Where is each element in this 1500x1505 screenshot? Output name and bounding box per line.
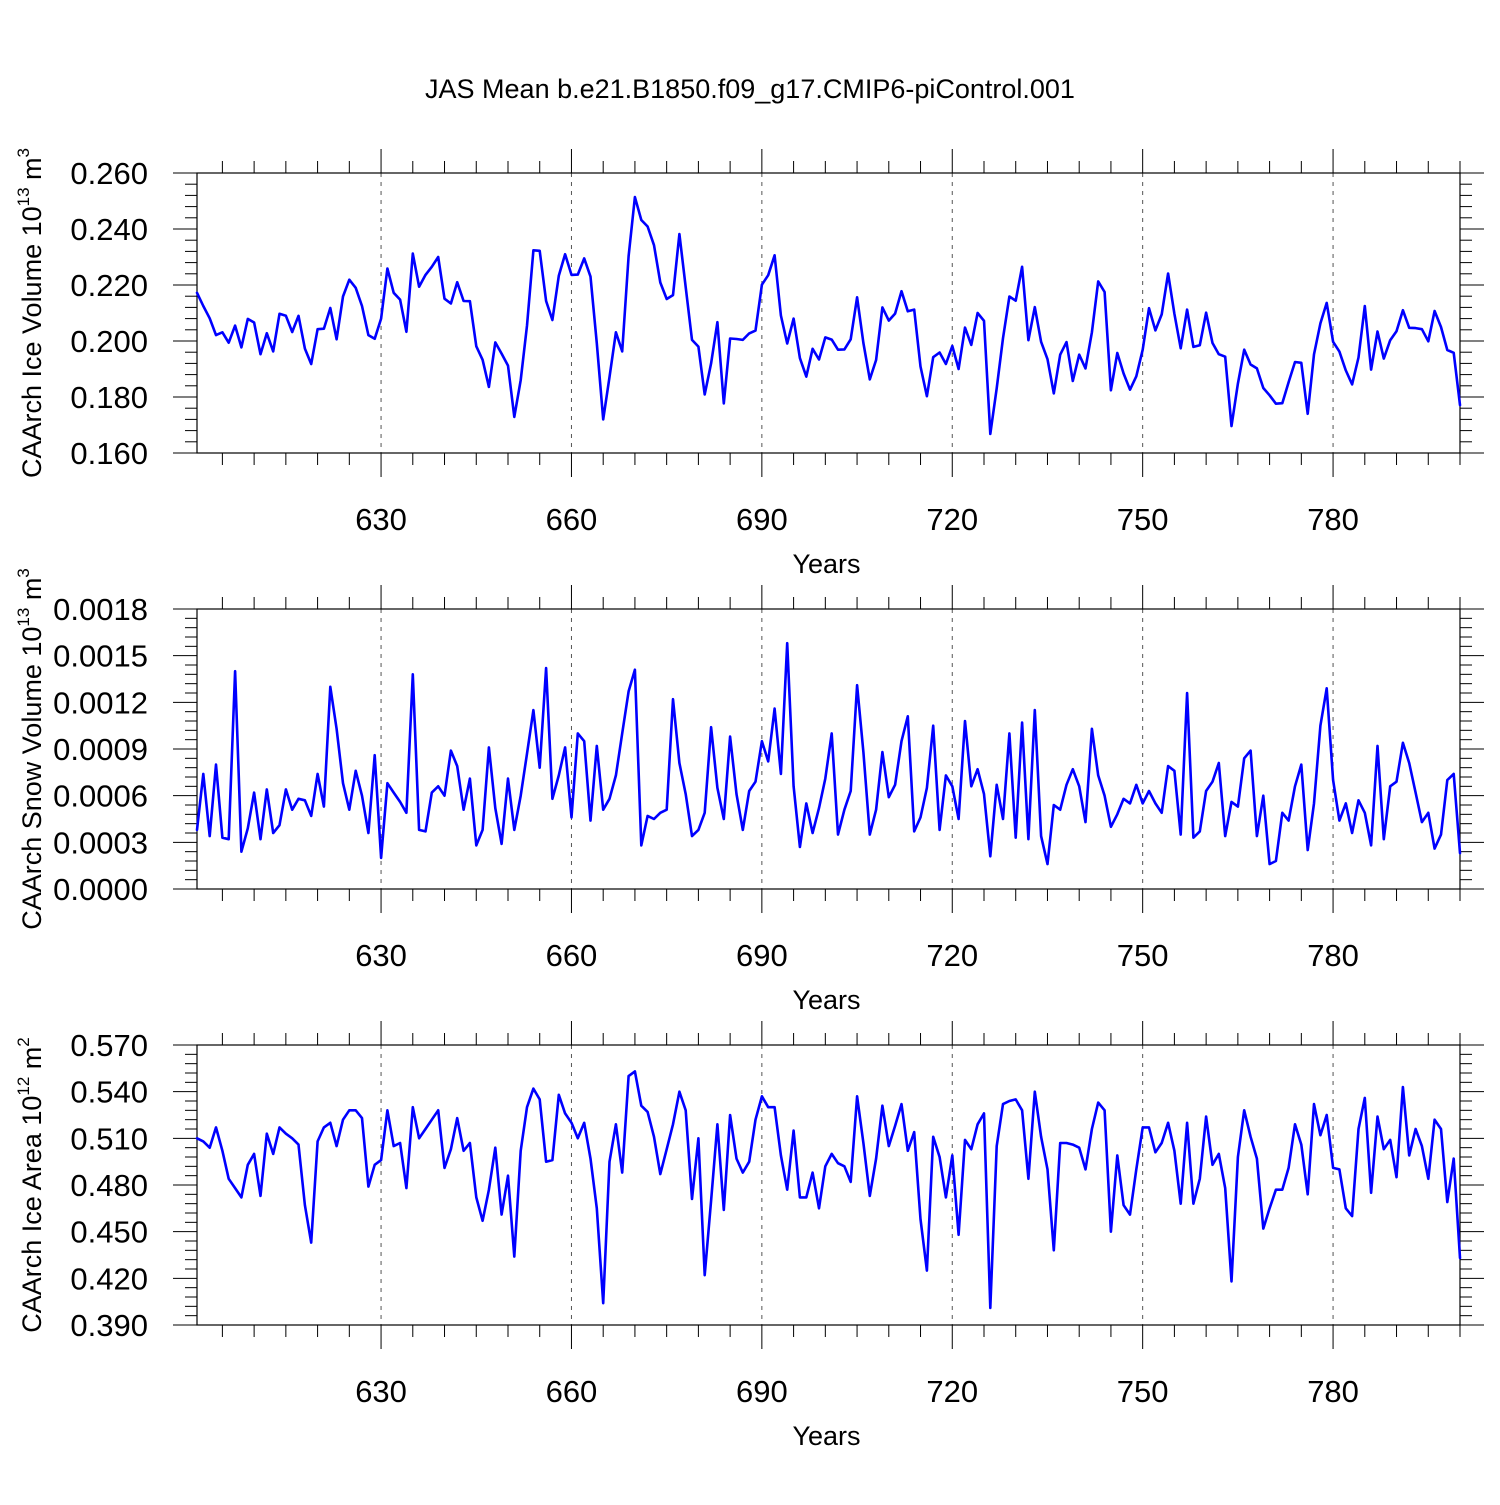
y-axis-label: CAArch Ice Area 1012 m2 — [14, 1037, 47, 1333]
y-tick-label: 0.420 — [70, 1261, 148, 1296]
y-tick-label: 0.540 — [70, 1075, 148, 1110]
x-tick-label: 750 — [1117, 502, 1169, 537]
plot-frame — [196, 608, 1461, 890]
y-tick-label: 0.0006 — [53, 779, 148, 814]
x-axis-label: Years — [792, 549, 860, 579]
y-axis-label: CAArch Snow Volume 1013 m3 — [14, 568, 47, 930]
x-tick-label: 720 — [926, 938, 978, 973]
x-tick-label: 660 — [546, 1374, 598, 1409]
x-tick-label: 660 — [546, 938, 598, 973]
x-tick-label: 690 — [736, 502, 788, 537]
x-tick-label: 690 — [736, 938, 788, 973]
y-tick-label: 0.240 — [70, 212, 148, 247]
y-tick-label: 0.480 — [70, 1168, 148, 1203]
panel-2: 0.0000 0.0003 0.0006 0.0009 0.0012 0.0015 0.00… — [14, 568, 1484, 1015]
y-tick-label: 0.160 — [70, 436, 148, 471]
plot-frame — [196, 1044, 1461, 1326]
x-tick-label: 750 — [1117, 938, 1169, 973]
x-tick-label: 750 — [1117, 1374, 1169, 1409]
y-tick-label: 0.0018 — [53, 592, 148, 627]
y-tick-label: 0.220 — [70, 268, 148, 303]
x-tick-label: 660 — [546, 502, 598, 537]
y-tick-label: 0.570 — [70, 1028, 148, 1063]
x-tick-label: 630 — [355, 502, 407, 537]
x-tick-label: 630 — [355, 1374, 407, 1409]
y-tick-label: 0.200 — [70, 324, 148, 359]
x-tick-label: 720 — [926, 1374, 978, 1409]
y-tick-label: 0.450 — [70, 1215, 148, 1250]
y-tick-label: 0.0009 — [53, 732, 148, 767]
y-axis-label: CAArch Ice Volume 1013 m3 — [14, 148, 47, 478]
y-tick-label: 0.0012 — [53, 685, 148, 720]
x-tick-label: 780 — [1307, 938, 1359, 973]
x-axis-label: Years — [792, 1421, 860, 1451]
chart-title: JAS Mean b.e21.B1850.f09_g17.CMIP6-piCon… — [425, 74, 1075, 104]
y-tick-label: 0.510 — [70, 1121, 148, 1156]
y-tick-label: 0.0003 — [53, 825, 148, 860]
series-line-3-1 — [195, 1070, 1462, 1310]
y-tick-label: 0.0000 — [53, 872, 148, 907]
x-tick-label: 690 — [736, 1374, 788, 1409]
x-tick-label: 780 — [1307, 502, 1359, 537]
series-line-1-1 — [195, 195, 1462, 436]
x-axis-label: Years — [792, 985, 860, 1015]
y-tick-label: 0.180 — [70, 380, 148, 415]
x-tick-label: 720 — [926, 502, 978, 537]
y-tick-label: 0.260 — [70, 156, 148, 191]
x-tick-label: 630 — [355, 938, 407, 973]
plot-frame — [196, 172, 1461, 454]
y-tick-label: 0.390 — [70, 1308, 148, 1343]
y-tick-label: 0.0015 — [53, 639, 148, 674]
series-line-2-1 — [195, 641, 1462, 866]
x-tick-label: 780 — [1307, 1374, 1359, 1409]
panel-3: 0.390 0.420 0.450 0.480 0.510 0.540 0.570 630 66… — [14, 1021, 1484, 1451]
panel-1: 0.160 0.180 0.200 0.220 0.240 0.260 630 660 690 7… — [14, 148, 1484, 579]
